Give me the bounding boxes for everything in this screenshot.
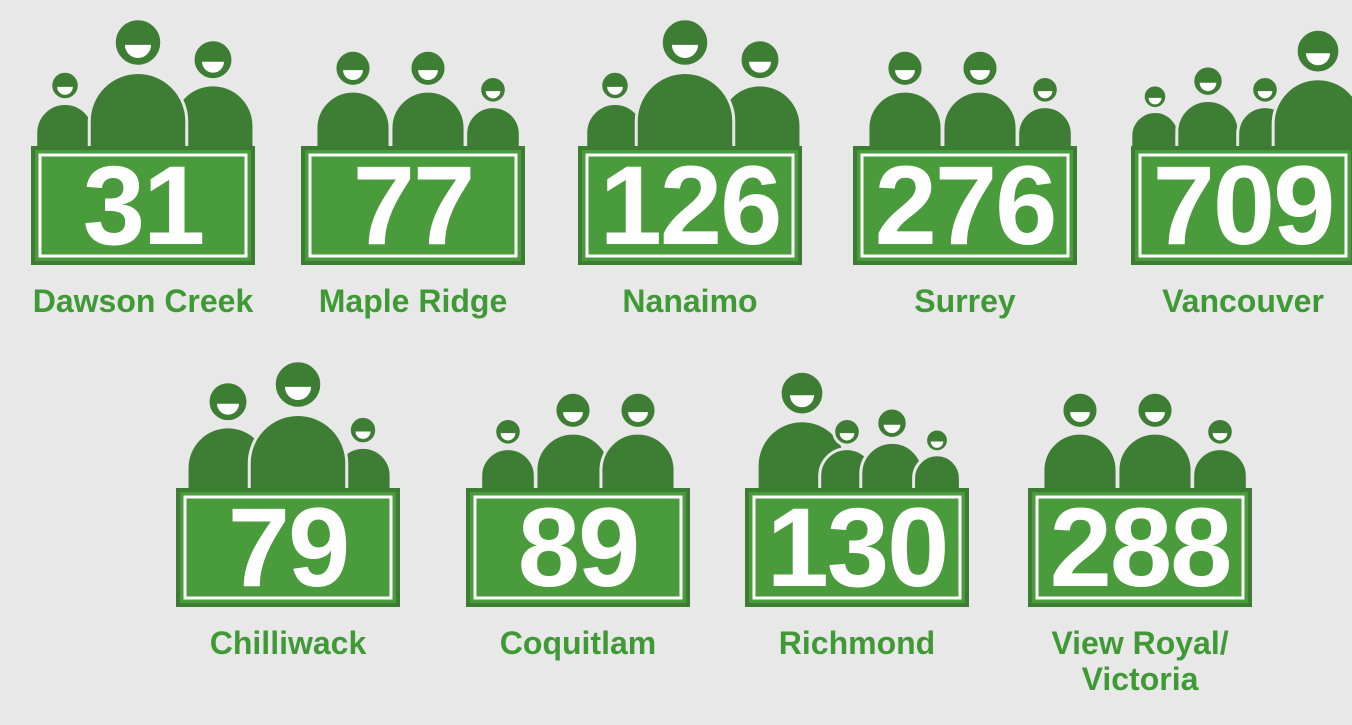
- person-body: [868, 91, 942, 150]
- person-head: [620, 392, 656, 428]
- person-head: [740, 40, 780, 80]
- count: 130: [747, 490, 967, 605]
- person-head: [1032, 77, 1059, 104]
- count: 276: [855, 148, 1075, 263]
- person-head: [1252, 77, 1279, 104]
- city-label: Surrey: [825, 283, 1105, 319]
- graphics: [0, 0, 1352, 725]
- person-body: [466, 107, 521, 150]
- person-head: [1137, 392, 1173, 428]
- city-label: Vancouver: [1103, 283, 1352, 319]
- person-head: [114, 19, 162, 67]
- person-head: [1296, 29, 1340, 73]
- city-label: Nanaimo: [550, 283, 830, 319]
- person-head: [208, 382, 248, 422]
- person-body: [391, 91, 465, 150]
- city-label: Coquitlam: [438, 625, 718, 661]
- person-head: [495, 419, 522, 446]
- person-body: [89, 73, 187, 151]
- city-label: Chilliwack: [148, 625, 428, 661]
- person-head: [1207, 419, 1234, 446]
- person-head: [1062, 392, 1098, 428]
- count: 77: [303, 148, 523, 263]
- person-head: [887, 50, 923, 86]
- person-body: [316, 91, 390, 150]
- person-body: [249, 415, 347, 492]
- count: 89: [468, 490, 688, 605]
- count: 126: [580, 148, 800, 263]
- count: 31: [33, 148, 253, 263]
- person-head: [1143, 85, 1167, 109]
- person-body: [601, 433, 675, 492]
- person-head: [480, 77, 507, 104]
- person-head: [51, 71, 80, 100]
- person-head: [335, 50, 371, 86]
- person-head: [274, 361, 322, 409]
- person-head: [601, 71, 630, 100]
- person-head: [877, 408, 907, 438]
- person-head: [349, 416, 376, 443]
- person-body: [636, 73, 734, 151]
- person-head: [834, 419, 861, 446]
- person-head: [780, 371, 824, 415]
- city-label: Dawson Creek: [3, 283, 283, 319]
- person-head: [193, 40, 233, 80]
- count: 709: [1133, 148, 1352, 263]
- count: 288: [1030, 490, 1250, 605]
- person-body: [1118, 433, 1192, 492]
- person-body: [943, 91, 1017, 150]
- person-head: [1193, 66, 1223, 96]
- person-head: [962, 50, 998, 86]
- city-label: View Royal/ Victoria: [1000, 625, 1280, 697]
- person-body: [1273, 79, 1352, 150]
- person-head: [926, 429, 949, 452]
- person-head: [410, 50, 446, 86]
- person-body: [1043, 433, 1117, 492]
- person-head: [661, 19, 709, 67]
- infographic: (() => { const data = JSON.parse(documen…: [0, 0, 1352, 725]
- page: Infographic {"items": [ {"value": 31, "l…: [0, 0, 1352, 725]
- count: 79: [178, 490, 398, 605]
- city-label: Richmond: [717, 625, 997, 661]
- city-label: Maple Ridge: [273, 283, 553, 319]
- person-body: [536, 433, 610, 492]
- person-head: [555, 392, 591, 428]
